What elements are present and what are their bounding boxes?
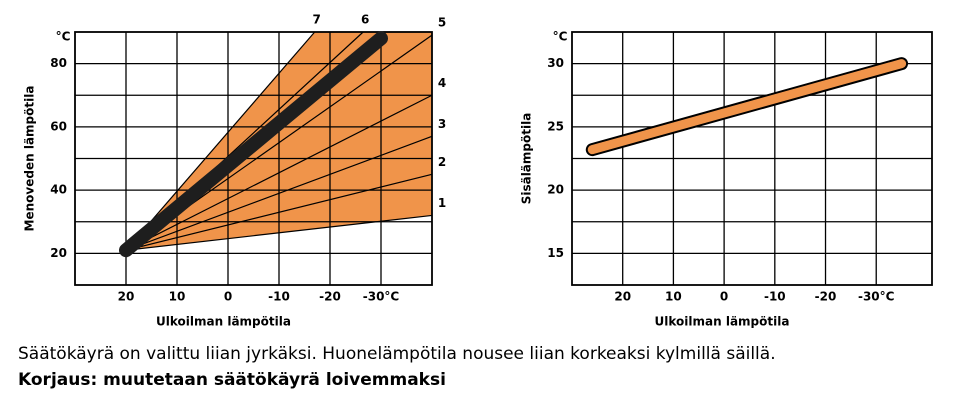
x-tick-label: -30°C	[858, 290, 895, 304]
curve-label: 3	[438, 117, 446, 131]
y-tick-label: 80	[50, 56, 67, 70]
curve	[125, 173, 433, 251]
curve-label: 5	[438, 16, 446, 30]
x-tick-label: -10	[268, 290, 290, 304]
y-tick-label: 20	[547, 183, 564, 197]
x-tick-label: 20	[614, 290, 631, 304]
curve	[125, 214, 433, 251]
x-tick-label: -20	[815, 290, 837, 304]
caption-line: Säätökäyrä on valittu liian jyrkäksi. Hu…	[18, 344, 776, 364]
curve-label: 1	[438, 196, 446, 210]
curve	[125, 31, 316, 251]
x-tick-label: -10	[764, 290, 786, 304]
x-tick-label: 0	[720, 290, 728, 304]
x-tick-label: 10	[169, 290, 186, 304]
y-tick-label: 30	[547, 56, 564, 70]
caption-line: Korjaus: muutetaan säätökäyrä loivemmaks…	[18, 370, 446, 390]
curve	[125, 94, 433, 251]
x-tick-label: -30°C	[363, 290, 400, 304]
x-tick-label: 20	[118, 290, 135, 304]
plot-frame	[74, 31, 433, 286]
curve-label: 7	[313, 13, 321, 27]
curve-label: 2	[438, 155, 446, 169]
x-axis-label: Ulkoilman lämpötila	[156, 315, 291, 329]
y-unit: °C	[553, 30, 568, 44]
curve-label: 4	[438, 76, 446, 90]
y-tick-label: 15	[547, 246, 564, 260]
figure: 20 10 0 -10 -20 -30°C 20 40 60 80 1 2 3 4 5 6 7 °C Menoved…	[23, 13, 933, 329]
x-tick-label: 10	[665, 290, 682, 304]
y-axis-label: Menoveden lämpötila	[23, 86, 37, 232]
y-tick-label: 25	[547, 119, 564, 133]
y-axis-label: Sisälämpötila	[520, 113, 534, 205]
y-unit: °C	[56, 30, 71, 44]
x-tick-label: 0	[224, 290, 232, 304]
y-tick-label: 20	[50, 246, 67, 260]
plot-frame	[571, 31, 933, 286]
curve-label: 6	[361, 13, 369, 27]
selected-curve	[587, 59, 907, 155]
x-axis-label: Ulkoilman lämpötila	[655, 315, 790, 329]
x-tick-label: -20	[319, 290, 341, 304]
y-tick-label: 60	[50, 119, 67, 133]
curve	[125, 135, 433, 251]
selected-curve	[119, 31, 388, 258]
y-tick-label: 40	[50, 183, 67, 197]
